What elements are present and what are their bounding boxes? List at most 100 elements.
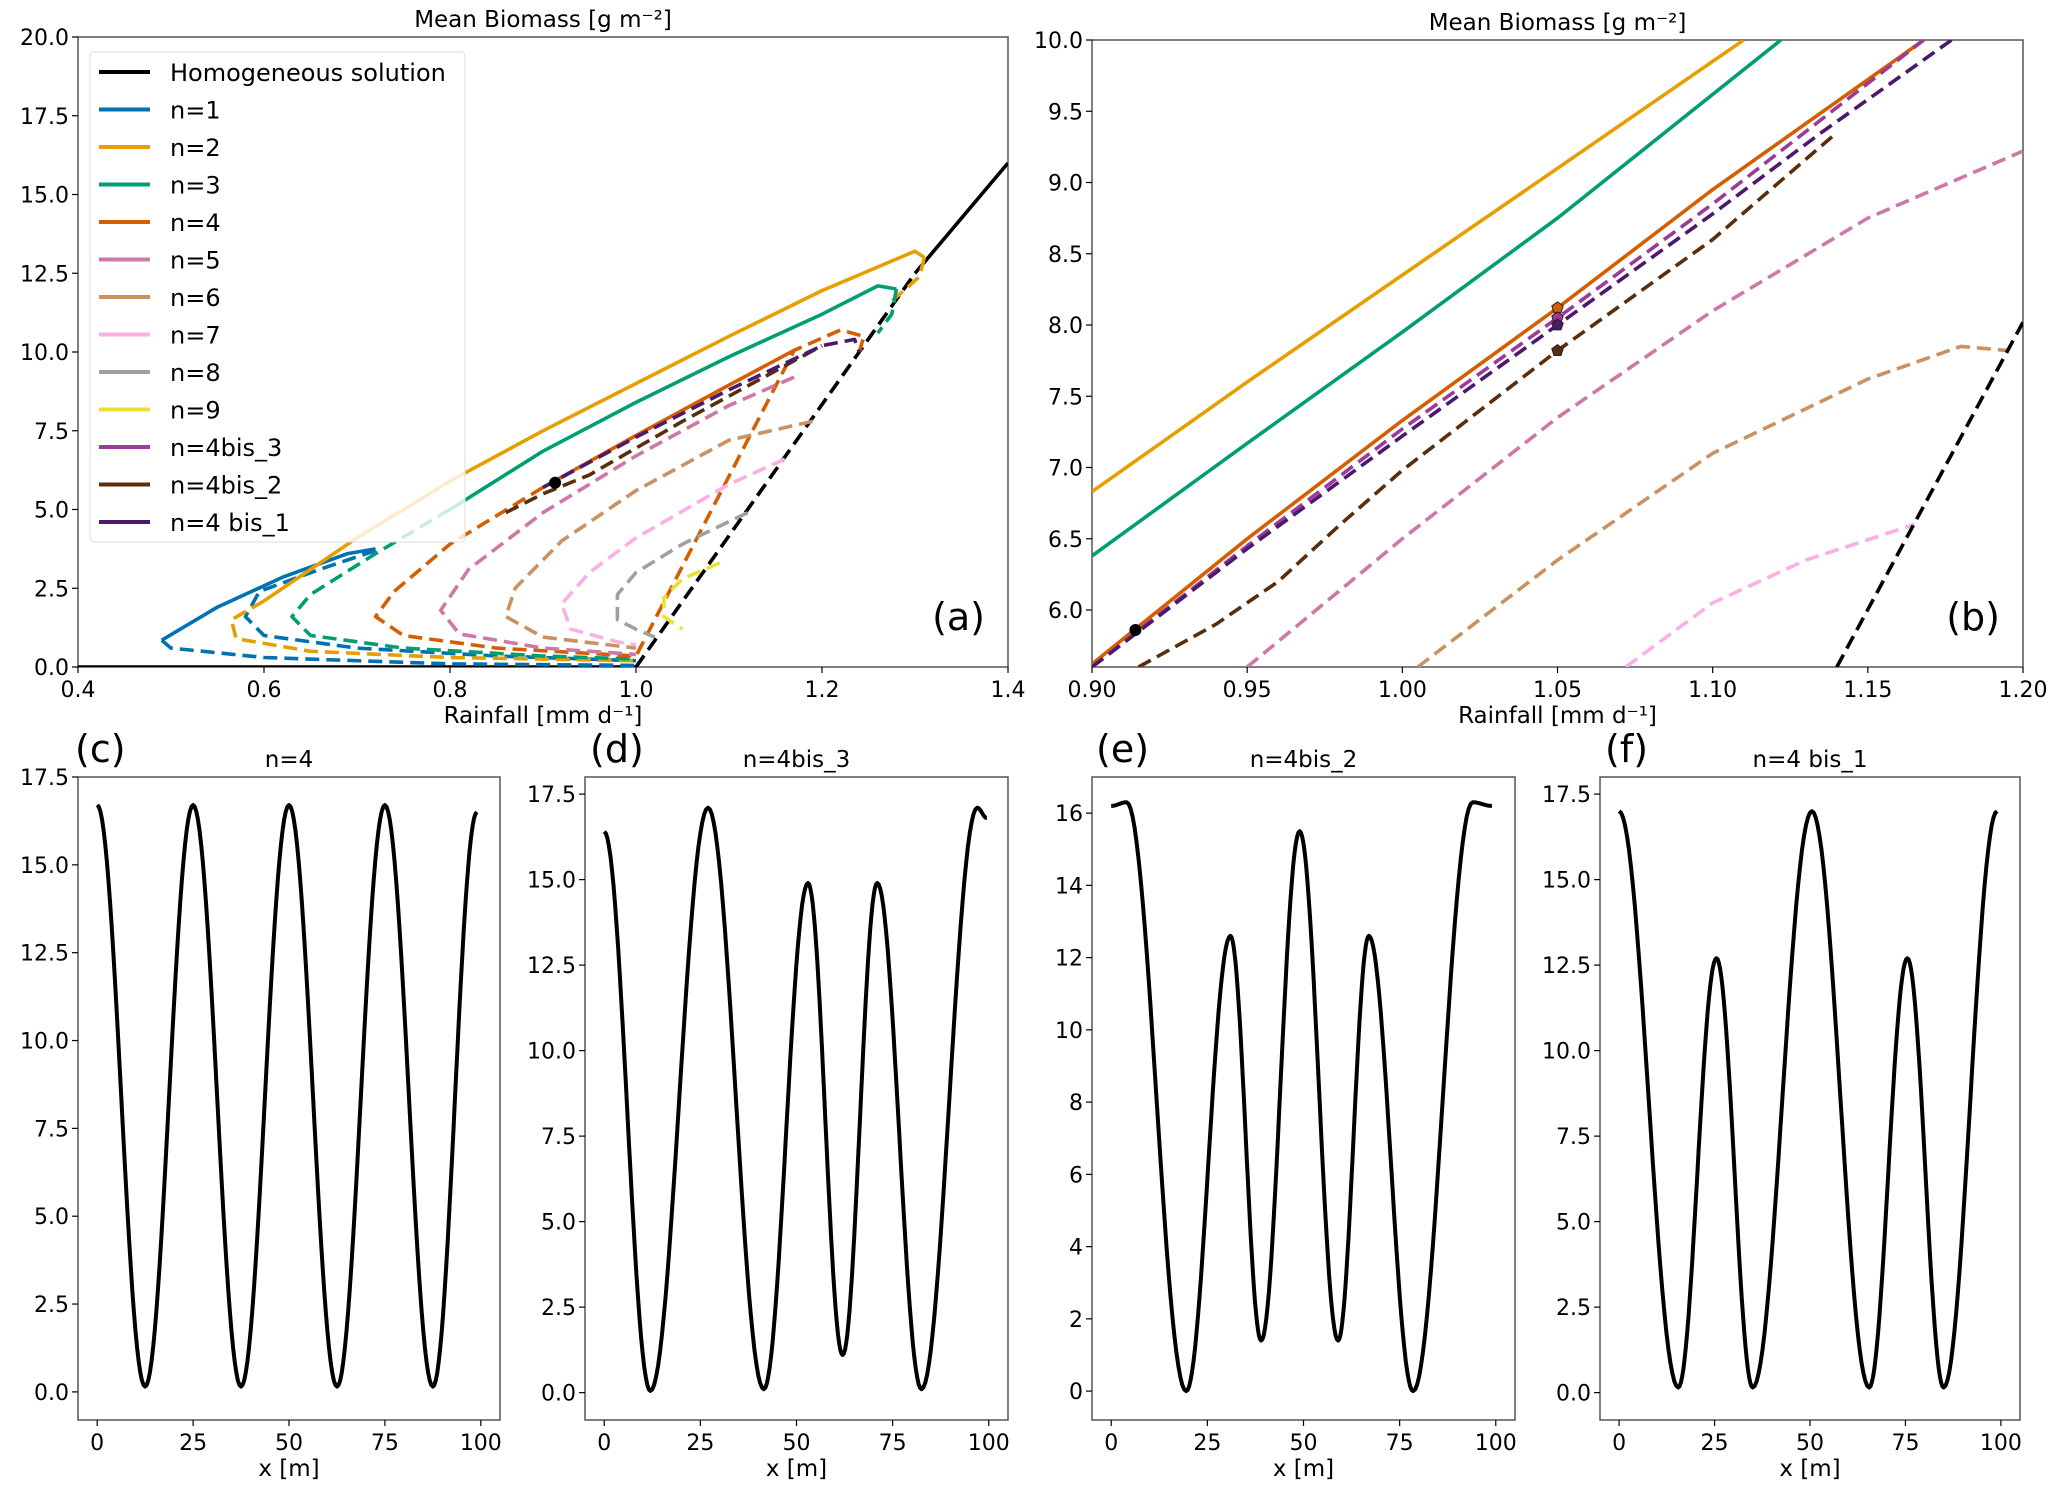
x-axis-label: Rainfall [mm d⁻¹] xyxy=(1458,703,1657,729)
x-tick-label: 1.2 xyxy=(805,678,840,703)
data-marker xyxy=(549,476,562,489)
legend-label: n=8 xyxy=(170,359,221,387)
chart-title: n=4 xyxy=(265,747,313,773)
y-tick-label: 17.5 xyxy=(527,783,576,808)
y-tick-label: 6.5 xyxy=(1048,528,1083,553)
x-tick-label: 25 xyxy=(179,1431,207,1456)
y-tick-label: 5.0 xyxy=(34,1205,69,1230)
y-tick-label: 7.0 xyxy=(1048,457,1083,482)
chart-title: Mean Biomass [g m⁻²] xyxy=(414,7,672,33)
legend-label: n=4 xyxy=(170,209,221,237)
y-tick-label: 2 xyxy=(1069,1308,1083,1333)
plot-area xyxy=(1109,800,1494,1394)
data-marker xyxy=(1129,623,1142,636)
x-tick-label: 1.10 xyxy=(1688,678,1737,703)
y-tick-label: 7.5 xyxy=(1556,1125,1591,1150)
legend-label: n=5 xyxy=(170,247,221,275)
series-line-n-5 xyxy=(438,375,795,657)
y-tick-label: 2.5 xyxy=(34,1293,69,1318)
y-tick-label: 15.0 xyxy=(20,854,69,879)
series-line-homogeneous-solution-stable- xyxy=(913,161,1008,275)
y-tick-label: 15.0 xyxy=(527,869,576,894)
panel-a: Mean Biomass [g m⁻²] Rainfall [mm d⁻¹] 0.4… xyxy=(20,7,1025,729)
legend-item: n=6 xyxy=(99,284,221,312)
series-line-n-7 xyxy=(559,457,786,647)
x-tick-label: 75 xyxy=(1386,1431,1414,1456)
legend-box xyxy=(89,51,466,543)
y-tick-label: 12 xyxy=(1055,947,1083,972)
x-axis-label: x [m] xyxy=(1779,1456,1840,1482)
series-line-n-3-unstable xyxy=(876,288,899,335)
y-tick-label: 15.0 xyxy=(20,184,69,209)
legend-label: n=2 xyxy=(170,134,221,162)
legend-label: n=6 xyxy=(170,284,221,312)
panel-label: (d) xyxy=(590,727,644,771)
series-line-n-7 xyxy=(1624,522,1915,667)
x-tick-label: 0.8 xyxy=(433,678,468,703)
legend-item: n=4 xyxy=(99,209,221,237)
x-tick-label: 25 xyxy=(1193,1431,1221,1456)
legend-item: n=4bis_3 xyxy=(99,434,282,462)
plot-area xyxy=(95,803,479,1389)
legend-label: n=4bis_3 xyxy=(170,434,282,462)
data-marker xyxy=(1551,318,1564,331)
chart-title: n=4 bis_1 xyxy=(1753,747,1868,773)
y-tick-label: 17.5 xyxy=(20,766,69,791)
y-tick-label: 6 xyxy=(1069,1163,1083,1188)
y-tick-label: 5.0 xyxy=(34,499,69,524)
x-tick-label: 0.4 xyxy=(61,678,96,703)
legend-item: n=8 xyxy=(99,359,221,387)
y-tick-label: 0.0 xyxy=(34,1381,69,1406)
x-tick-label: 75 xyxy=(879,1431,907,1456)
y-tick-label: 17.5 xyxy=(20,105,69,130)
y-tick-label: 0.0 xyxy=(1556,1382,1591,1407)
panel-b: Mean Biomass [g m⁻²] Rainfall [mm d⁻¹] 0.9… xyxy=(1034,10,2047,729)
series-line-n-2-lower xyxy=(229,599,637,663)
y-tick-label: 8.0 xyxy=(1048,314,1083,339)
x-tick-label: 50 xyxy=(275,1431,303,1456)
legend-item: n=9 xyxy=(99,397,221,425)
series-line-n-1-lower xyxy=(160,638,637,667)
x-tick-label: 25 xyxy=(686,1431,714,1456)
x-axis-label: Rainfall [mm d⁻¹] xyxy=(444,703,643,729)
series-line-n-2-unstable xyxy=(885,257,927,307)
y-tick-label: 20.0 xyxy=(20,26,69,51)
legend-item: Homogeneous solution xyxy=(99,59,446,87)
y-tick-label: 10.0 xyxy=(20,1030,69,1055)
x-tick-label: 1.20 xyxy=(1999,678,2048,703)
legend-item: n=5 xyxy=(99,247,221,275)
legend-item: n=7 xyxy=(99,322,221,350)
plot-area xyxy=(78,161,1008,667)
x-tick-label: 75 xyxy=(371,1431,399,1456)
y-tick-label: 10.0 xyxy=(1542,1040,1591,1065)
series-line-n-1-unstable xyxy=(243,548,637,663)
x-tick-label: 100 xyxy=(968,1431,1010,1456)
series-line-n-3-stable xyxy=(449,284,897,512)
y-tick-label: 7.5 xyxy=(34,1117,69,1142)
panel-label: (c) xyxy=(75,727,126,771)
x-tick-label: 1.4 xyxy=(991,678,1026,703)
panel-label: (f) xyxy=(1605,727,1648,771)
y-tick-label: 17.5 xyxy=(1542,783,1591,808)
x-tick-label: 0 xyxy=(90,1431,104,1456)
plot-area xyxy=(602,805,989,1393)
y-tick-label: 12.5 xyxy=(527,954,576,979)
legend-item: n=2 xyxy=(99,134,221,162)
biomass-profile-line xyxy=(95,803,479,1389)
legend-label: n=7 xyxy=(170,322,221,350)
series-line-n-4-bis-1 xyxy=(1092,40,1953,667)
panel-c: n=4 x [m] 0 25 50 75 100 0.0 2.5 5.0 7.5 10.0 12.5 15… xyxy=(20,727,502,1482)
y-tick-label: 12.5 xyxy=(1542,954,1591,979)
legend-label: n=4 bis_1 xyxy=(170,509,290,537)
y-tick-label: 7.5 xyxy=(1048,385,1083,410)
legend-label: n=4bis_2 xyxy=(170,472,282,500)
y-tick-label: 7.5 xyxy=(541,1125,576,1150)
series-line-n-6 xyxy=(504,419,814,650)
y-tick-label: 10 xyxy=(1055,1019,1083,1044)
y-tick-label: 2.5 xyxy=(1556,1296,1591,1321)
y-tick-label: 5.0 xyxy=(541,1211,576,1236)
axes-frame xyxy=(584,776,1009,1421)
x-tick-label: 100 xyxy=(1980,1431,2022,1456)
plot-area xyxy=(1617,809,1999,1390)
